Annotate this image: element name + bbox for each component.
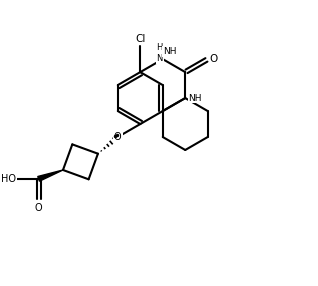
Text: O: O (35, 203, 42, 213)
Text: HO: HO (1, 174, 16, 184)
Text: H
N: H N (156, 43, 163, 63)
Text: O: O (114, 132, 121, 142)
Text: O: O (210, 54, 218, 64)
Text: NH: NH (189, 94, 202, 103)
Text: Cl: Cl (135, 34, 145, 44)
Polygon shape (38, 170, 63, 181)
Text: NH: NH (163, 47, 176, 56)
